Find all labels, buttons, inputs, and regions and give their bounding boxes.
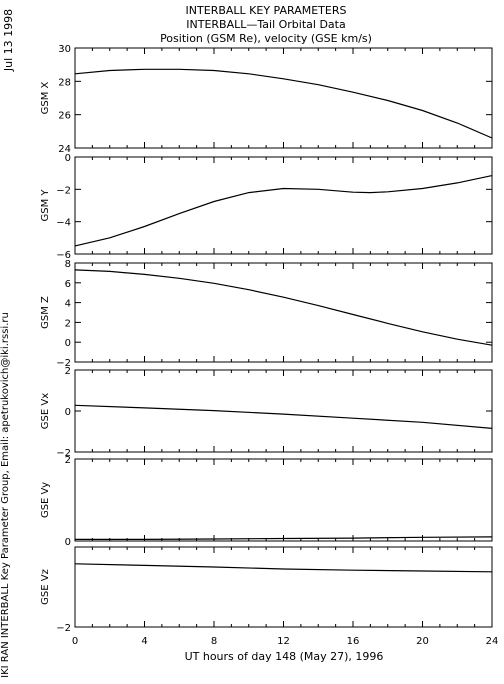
series-line xyxy=(74,563,493,573)
y-tick-label: 30 xyxy=(58,44,71,55)
y-axis-label: GSE Vz xyxy=(40,569,51,605)
y-tick-label: −2 xyxy=(56,358,71,369)
title-line-2: INTERBALL—Tail Orbital Data xyxy=(186,18,345,31)
y-axis-label: GSE Vx xyxy=(40,393,51,429)
y-axis-label: GSM Y xyxy=(40,189,51,222)
y-tick-label: −2 xyxy=(56,623,71,634)
panel-frame xyxy=(74,369,493,453)
title-line-1: INTERBALL KEY PARAMETERS xyxy=(186,4,347,17)
series-line xyxy=(75,536,493,541)
x-tick-label: 16 xyxy=(347,636,360,647)
y-tick-label: 0 xyxy=(65,407,71,418)
y-tick-label: 0 xyxy=(65,153,71,164)
y-tick-label: 24 xyxy=(58,144,71,155)
y-tick-label: −2 xyxy=(56,185,71,196)
y-tick-label: 26 xyxy=(58,111,71,122)
y-tick-label: 4 xyxy=(65,299,71,310)
x-tick-label: 0 xyxy=(72,636,78,647)
x-tick-label: 12 xyxy=(277,636,290,647)
y-axis-label: GSE Vy xyxy=(40,482,51,518)
y-tick-label: 6 xyxy=(65,279,71,290)
panel-frame xyxy=(74,546,493,628)
y-tick-label: 8 xyxy=(65,259,71,270)
y-tick-label: 2 xyxy=(65,318,71,329)
x-axis-label: UT hours of day 148 (May 27), 1996 xyxy=(185,650,384,663)
y-axis-label: GSM X xyxy=(40,81,51,114)
date-label: Jul 13 1998 xyxy=(2,9,15,72)
y-tick-label: 2 xyxy=(65,455,71,466)
series-line xyxy=(74,269,493,346)
y-tick-label: 2 xyxy=(65,366,71,377)
x-tick-label: 24 xyxy=(486,636,499,647)
x-tick-label: 8 xyxy=(211,636,217,647)
y-axis-label: GSM Z xyxy=(40,296,51,329)
series-line xyxy=(74,68,493,139)
panel-frame xyxy=(74,262,493,363)
x-tick-label: 4 xyxy=(141,636,147,647)
y-tick-label: 0 xyxy=(65,537,71,548)
y-tick-label: 0 xyxy=(65,338,71,349)
panel-frame xyxy=(74,458,493,542)
y-tick-label: 28 xyxy=(58,77,71,88)
y-tick-label: −6 xyxy=(56,250,71,261)
series-line xyxy=(74,175,493,247)
y-tick-label: −4 xyxy=(56,218,71,229)
title-line-3: Position (GSM Re), velocity (GSE km/s) xyxy=(160,32,372,45)
x-tick-label: 20 xyxy=(416,636,429,647)
series-line xyxy=(74,404,493,429)
panel-frame xyxy=(74,156,493,255)
credit-label: IKI RAN INTERBALL Key Parameter Group, E… xyxy=(0,312,11,678)
y-tick-label: −2 xyxy=(56,448,71,459)
panel-frame xyxy=(74,47,493,149)
